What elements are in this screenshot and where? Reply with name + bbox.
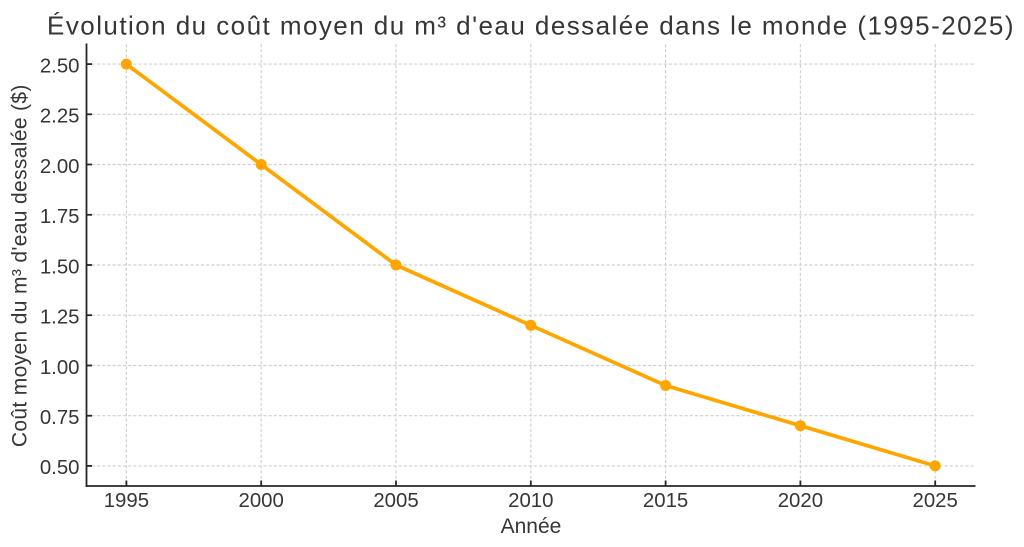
svg-text:1995: 1995 <box>104 490 149 512</box>
svg-text:1.25: 1.25 <box>40 307 80 329</box>
svg-text:1.50: 1.50 <box>40 256 80 278</box>
svg-text:2010: 2010 <box>508 490 553 512</box>
svg-text:2005: 2005 <box>373 490 418 512</box>
svg-text:0.50: 0.50 <box>40 457 80 479</box>
svg-text:2020: 2020 <box>778 490 823 512</box>
svg-text:2.25: 2.25 <box>40 106 80 128</box>
svg-text:2015: 2015 <box>643 490 688 512</box>
svg-text:2.50: 2.50 <box>40 55 80 77</box>
svg-text:0.75: 0.75 <box>40 407 80 429</box>
svg-text:Évolution du coût moyen du m³: Évolution du coût moyen du m³ d'eau dess… <box>47 11 1015 41</box>
svg-text:Année: Année <box>501 515 562 538</box>
svg-text:1.75: 1.75 <box>40 206 80 228</box>
svg-text:2000: 2000 <box>239 490 284 512</box>
svg-text:1.00: 1.00 <box>40 357 80 379</box>
svg-text:Coût moyen du m³ d'eau dessalé: Coût moyen du m³ d'eau dessalée ($) <box>9 84 32 447</box>
svg-text:2025: 2025 <box>913 490 958 512</box>
svg-text:2.00: 2.00 <box>40 156 80 178</box>
